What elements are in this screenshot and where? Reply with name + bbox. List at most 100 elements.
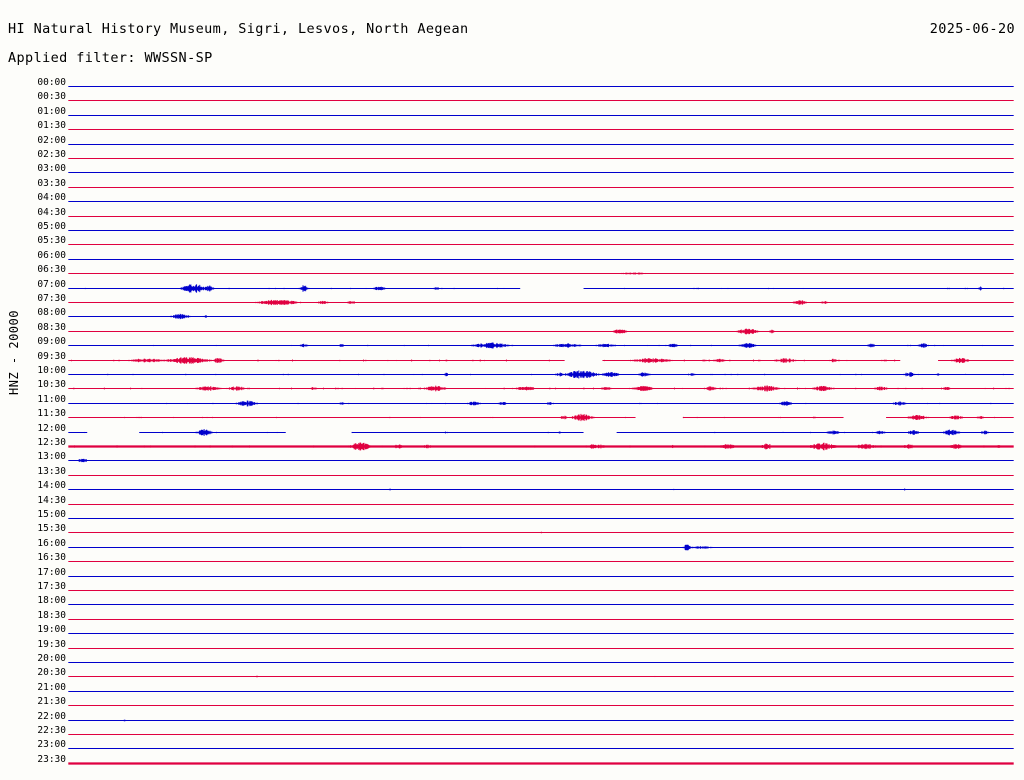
seismic-trace[interactable]	[68, 240, 1014, 254]
helicorder-row: 10:30	[0, 380, 1024, 398]
seismic-trace[interactable]	[68, 312, 1014, 326]
seismic-trace[interactable]	[68, 140, 1014, 154]
seismic-trace[interactable]	[68, 82, 1014, 96]
row-time-label: 09:30	[37, 350, 66, 362]
helicorder-row: 18:30	[0, 610, 1024, 629]
helicorder-row: 11:00	[0, 394, 1024, 413]
seismic-trace[interactable]	[68, 413, 1014, 427]
helicorder-row: 06:30	[0, 265, 1024, 283]
seismic-trace[interactable]	[68, 370, 1014, 384]
helicorder-row: 21:30	[0, 697, 1024, 715]
seismic-trace[interactable]	[68, 759, 1014, 773]
seismic-trace[interactable]	[68, 730, 1014, 744]
row-time-label: 05:30	[37, 235, 66, 247]
row-time-label: 06:30	[37, 264, 66, 276]
row-time-label: 11:30	[37, 408, 66, 420]
row-time-label: 12:30	[37, 437, 66, 448]
seismic-trace[interactable]	[68, 615, 1014, 629]
seismic-trace[interactable]	[68, 485, 1014, 499]
seismic-trace[interactable]	[68, 442, 1014, 456]
seismic-trace[interactable]	[68, 586, 1014, 600]
helicorder-row: 01:30	[0, 121, 1024, 139]
helicorder-row: 16:30	[0, 553, 1024, 571]
helicorder-row: 18:00	[0, 596, 1024, 614]
seismic-trace[interactable]	[68, 341, 1014, 355]
helicorder-row: 17:00	[0, 567, 1024, 586]
helicorder-row: 02:00	[0, 135, 1024, 154]
row-time-label: 08:00	[37, 307, 66, 319]
helicorder-row: 01:00	[0, 106, 1024, 125]
helicorder-row: 22:00	[0, 711, 1024, 730]
helicorder-row: 21:00	[0, 682, 1024, 701]
seismic-trace[interactable]	[68, 399, 1014, 413]
row-time-label: 23:00	[37, 739, 66, 751]
seismic-trace[interactable]	[68, 183, 1014, 197]
seismic-trace[interactable]	[68, 514, 1014, 528]
row-time-label: 16:00	[37, 537, 66, 549]
helicorder-row: 10:00	[0, 366, 1024, 384]
seismic-trace[interactable]	[68, 629, 1014, 643]
row-time-label: 19:00	[37, 624, 66, 636]
row-time-label: 19:30	[37, 638, 66, 650]
seismic-trace[interactable]	[68, 471, 1014, 485]
seismic-trace[interactable]	[68, 543, 1014, 557]
seismic-trace[interactable]	[68, 528, 1014, 542]
seismic-trace[interactable]	[68, 283, 1014, 298]
seismic-trace[interactable]	[68, 356, 1014, 370]
helicorder-row: 04:00	[0, 193, 1024, 211]
helicorder-row: 15:00	[0, 510, 1024, 528]
seismic-trace[interactable]	[68, 600, 1014, 614]
seismic-trace[interactable]	[68, 96, 1014, 110]
seismic-trace[interactable]	[68, 111, 1014, 125]
helicorder-row: 16:00	[0, 538, 1024, 557]
seismic-trace[interactable]	[68, 716, 1014, 730]
row-time-label: 22:00	[37, 710, 66, 722]
helicorder-row: 22:30	[0, 726, 1024, 744]
seismic-trace[interactable]	[68, 428, 1014, 442]
seismic-trace[interactable]	[68, 226, 1014, 240]
seismic-trace[interactable]	[68, 456, 1014, 470]
helicorder-row: 19:30	[0, 639, 1024, 658]
seismic-trace[interactable]	[68, 168, 1014, 182]
seismic-trace[interactable]	[68, 212, 1014, 226]
seismic-trace[interactable]	[68, 500, 1014, 514]
row-time-label: 12:00	[37, 422, 66, 434]
helicorder-row: 12:00	[0, 423, 1024, 442]
helicorder-row: 09:30	[0, 351, 1024, 370]
row-time-label: 13:00	[37, 451, 66, 463]
seismic-trace[interactable]	[68, 298, 1014, 312]
seismic-trace[interactable]	[68, 572, 1014, 586]
helicorder-row: 23:00	[0, 740, 1024, 758]
helicorder-row: 08:30	[0, 322, 1024, 341]
row-time-label: 14:30	[37, 494, 66, 506]
seismic-trace[interactable]	[68, 557, 1014, 571]
seismic-trace[interactable]	[68, 255, 1014, 269]
applied-filter-label: Applied filter: WWSSN-SP	[8, 50, 213, 66]
row-time-label: 13:30	[37, 465, 66, 477]
seismic-trace[interactable]	[68, 658, 1014, 672]
seismic-trace[interactable]	[68, 384, 1014, 398]
row-time-label: 18:00	[37, 595, 66, 607]
seismic-trace[interactable]	[68, 672, 1014, 686]
seismic-trace[interactable]	[68, 644, 1014, 658]
helicorder-row: 12:30	[0, 438, 1024, 456]
seismic-trace[interactable]	[68, 701, 1014, 715]
seismic-trace[interactable]	[68, 269, 1014, 283]
seismic-trace[interactable]	[68, 744, 1014, 758]
helicorder-row: 14:30	[0, 495, 1024, 514]
row-time-label: 18:30	[37, 609, 66, 621]
helicorder-row: 03:00	[0, 164, 1024, 182]
row-time-label: 22:30	[37, 725, 66, 736]
seismic-trace[interactable]	[68, 154, 1014, 168]
helicorder-row: 19:00	[0, 625, 1024, 643]
seismic-trace[interactable]	[68, 197, 1014, 211]
row-time-label: 09:00	[37, 336, 66, 348]
row-time-label: 16:30	[37, 552, 66, 564]
helicorder-row: 07:30	[0, 294, 1024, 312]
seismic-trace[interactable]	[68, 125, 1014, 139]
seismic-trace[interactable]	[68, 327, 1014, 341]
seismic-trace[interactable]	[68, 687, 1014, 701]
helicorder-row: 17:30	[0, 582, 1024, 600]
row-time-label: 20:00	[37, 653, 66, 664]
helicorder-row: 14:00	[0, 481, 1024, 499]
